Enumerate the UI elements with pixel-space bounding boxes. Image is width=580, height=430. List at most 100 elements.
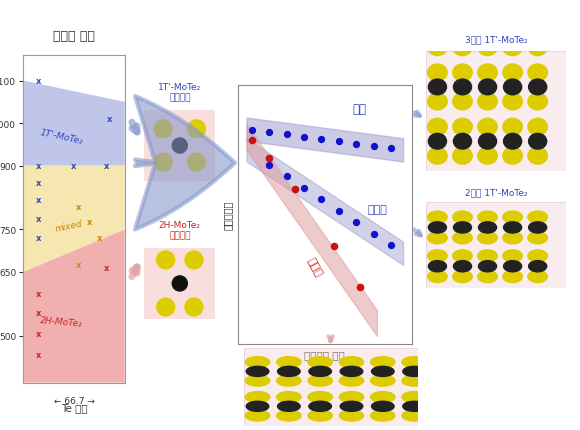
Circle shape	[340, 401, 363, 412]
Circle shape	[245, 357, 270, 368]
Circle shape	[427, 271, 447, 283]
Text: x: x	[36, 350, 41, 359]
Circle shape	[187, 121, 205, 138]
Text: 2H-MoTe₂: 2H-MoTe₂	[40, 315, 84, 328]
Point	[264, 162, 274, 169]
Text: 1T'-MoTe₂
구조모형: 1T'-MoTe₂ 구조모형	[158, 83, 201, 103]
Text: x: x	[104, 264, 109, 273]
Circle shape	[403, 401, 425, 412]
Circle shape	[309, 366, 331, 377]
Circle shape	[427, 148, 447, 165]
Circle shape	[308, 392, 332, 402]
Circle shape	[339, 357, 364, 368]
Point	[282, 132, 291, 138]
Polygon shape	[23, 166, 125, 272]
Circle shape	[478, 261, 496, 272]
Circle shape	[157, 298, 175, 316]
Circle shape	[402, 392, 426, 402]
Point	[351, 219, 361, 226]
Circle shape	[427, 232, 447, 244]
Circle shape	[528, 11, 548, 28]
Circle shape	[503, 80, 521, 95]
Circle shape	[528, 80, 547, 95]
Text: 금속: 금속	[353, 103, 367, 116]
Circle shape	[503, 222, 521, 233]
Circle shape	[503, 40, 523, 56]
Circle shape	[453, 212, 472, 224]
Circle shape	[277, 357, 301, 368]
Point	[351, 141, 361, 148]
Circle shape	[246, 366, 269, 377]
Text: x: x	[36, 196, 41, 205]
Circle shape	[453, 94, 472, 111]
Text: mixed: mixed	[55, 218, 84, 233]
Circle shape	[478, 11, 497, 28]
Text: x: x	[36, 215, 41, 224]
Circle shape	[454, 26, 472, 41]
Circle shape	[453, 250, 472, 262]
Circle shape	[528, 94, 548, 111]
Circle shape	[528, 26, 547, 41]
Text: x: x	[36, 289, 41, 298]
Circle shape	[503, 212, 523, 224]
Y-axis label: 전기전도도: 전기전도도	[222, 200, 232, 230]
Text: x: x	[77, 202, 82, 211]
Text: x: x	[97, 233, 102, 242]
Circle shape	[277, 392, 301, 402]
Text: x: x	[86, 218, 92, 227]
Point	[355, 284, 364, 291]
Point	[264, 155, 274, 162]
Circle shape	[308, 410, 332, 421]
Circle shape	[478, 250, 497, 262]
Polygon shape	[23, 81, 125, 166]
Circle shape	[185, 252, 203, 269]
Circle shape	[528, 222, 547, 233]
FancyBboxPatch shape	[144, 249, 215, 319]
Circle shape	[478, 80, 496, 95]
Circle shape	[528, 261, 547, 272]
Circle shape	[503, 134, 521, 150]
FancyBboxPatch shape	[426, 52, 566, 172]
FancyBboxPatch shape	[144, 111, 215, 181]
Text: 3차원 1T'-MoTe₂: 3차원 1T'-MoTe₂	[465, 35, 527, 44]
Circle shape	[478, 271, 497, 283]
Circle shape	[172, 276, 187, 291]
Circle shape	[429, 134, 447, 150]
Circle shape	[371, 375, 395, 386]
Circle shape	[453, 271, 472, 283]
Circle shape	[427, 212, 447, 224]
Point	[317, 136, 326, 143]
Circle shape	[308, 357, 332, 368]
Circle shape	[503, 261, 521, 272]
Circle shape	[154, 121, 172, 138]
Circle shape	[503, 250, 523, 262]
Point	[369, 143, 378, 150]
Circle shape	[503, 119, 523, 136]
Text: 1T'-MoTe₂: 1T'-MoTe₂	[39, 128, 84, 145]
Circle shape	[277, 410, 301, 421]
Polygon shape	[23, 230, 125, 383]
Circle shape	[245, 375, 270, 386]
Circle shape	[453, 40, 472, 56]
Circle shape	[339, 392, 364, 402]
Circle shape	[528, 250, 548, 262]
Circle shape	[187, 154, 205, 172]
Circle shape	[454, 222, 472, 233]
Circle shape	[453, 232, 472, 244]
Text: x: x	[36, 162, 41, 171]
Text: x: x	[104, 162, 109, 171]
Point	[334, 138, 343, 145]
Circle shape	[478, 119, 497, 136]
Circle shape	[339, 375, 364, 386]
Circle shape	[277, 375, 301, 386]
Point	[334, 208, 343, 215]
Circle shape	[503, 94, 523, 111]
Circle shape	[503, 148, 523, 165]
Circle shape	[245, 392, 270, 402]
Circle shape	[185, 298, 203, 316]
Circle shape	[503, 271, 523, 283]
Circle shape	[427, 11, 447, 28]
Point	[264, 129, 274, 136]
Text: x: x	[36, 308, 41, 317]
Point	[329, 243, 338, 249]
